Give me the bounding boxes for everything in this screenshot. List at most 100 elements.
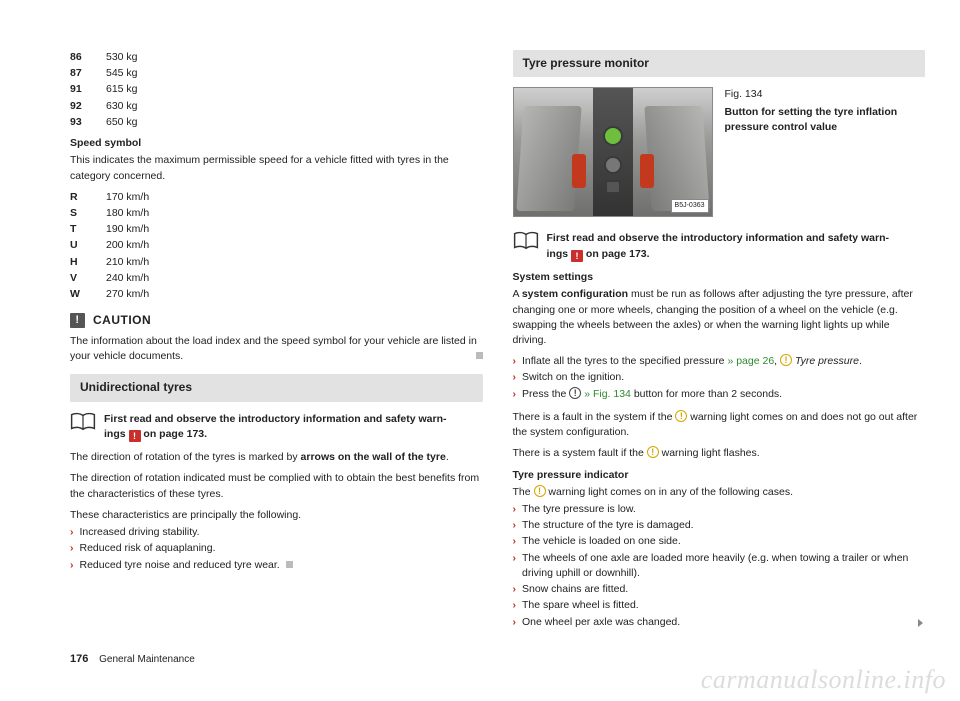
speed-val: 270 km/h — [106, 287, 149, 302]
section-unidirectional-tyres: Unidirectional tyres — [70, 374, 483, 401]
figure-title: Button for setting the tyre inflation pr… — [725, 105, 926, 135]
load-index-key: 86 — [70, 50, 106, 65]
load-index-key: 91 — [70, 82, 106, 97]
center-pillar-shape — [593, 88, 633, 216]
fault-para-2: There is a system fault if the warning l… — [513, 446, 926, 461]
list-item: ›The vehicle is loaded on one side. — [513, 534, 926, 549]
figure-number: Fig. 134 — [725, 87, 926, 102]
tyre-warning-icon — [780, 354, 792, 366]
speed-key: U — [70, 238, 106, 253]
speed-key: W — [70, 287, 106, 302]
speed-row: T190 km/h — [70, 222, 483, 237]
caution-heading: ! CAUTION — [70, 312, 483, 329]
tyre-set-button-shape — [603, 126, 623, 146]
read-first-text: First read and observe the introductory … — [547, 231, 889, 262]
warning-icon: ! — [571, 250, 583, 262]
chevron-icon: › — [513, 534, 517, 549]
page-footer: 176 General Maintenance — [70, 653, 195, 665]
list-item: ›Switch on the ignition. — [513, 370, 926, 385]
list-item: ›One wheel per axle was changed. — [513, 615, 926, 630]
speed-row: R170 km/h — [70, 190, 483, 205]
seatbelt-shape — [640, 154, 654, 188]
caution-label: CAUTION — [93, 312, 151, 329]
load-index-key: 93 — [70, 115, 106, 130]
read-first-block: First read and observe the introductory … — [70, 412, 483, 443]
indicator-para: The warning light comes on in any of the… — [513, 485, 926, 500]
warning-icon: ! — [129, 430, 141, 442]
list-item: ›The tyre pressure is low. — [513, 502, 926, 517]
speed-row: V240 km/h — [70, 271, 483, 286]
read-first-text: First read and observe the introductory … — [104, 412, 446, 443]
chevron-icon: › — [513, 354, 517, 369]
chevron-icon: › — [70, 541, 74, 556]
load-index-val: 545 kg — [106, 66, 138, 81]
speed-key: H — [70, 255, 106, 270]
button-shape — [604, 156, 622, 174]
system-settings-heading: System settings — [513, 270, 926, 285]
tyre-warning-icon — [675, 410, 687, 422]
figure-code: B5J-0363 — [671, 199, 709, 213]
footer-section: General Maintenance — [99, 654, 195, 665]
indicator-bullets: ›The tyre pressure is low. ›The structur… — [513, 502, 926, 630]
list-item: ›Increased driving stability. — [70, 525, 483, 540]
speed-key: S — [70, 206, 106, 221]
list-item: ›Snow chains are fitted. — [513, 582, 926, 597]
speed-val: 190 km/h — [106, 222, 149, 237]
chevron-icon: › — [513, 502, 517, 517]
speed-row: S180 km/h — [70, 206, 483, 221]
seatbelt-shape — [572, 154, 586, 188]
speed-key: R — [70, 190, 106, 205]
list-item: › Inflate all the tyres to the specified… — [513, 354, 926, 369]
load-index-val: 530 kg — [106, 50, 138, 65]
page-number: 176 — [70, 653, 88, 665]
list-item: ›The structure of the tyre is damaged. — [513, 518, 926, 533]
speed-row: H210 km/h — [70, 255, 483, 270]
system-bullets: › Inflate all the tyres to the specified… — [513, 354, 926, 402]
speed-val: 180 km/h — [106, 206, 149, 221]
figure-image: B5J-0363 — [513, 87, 713, 217]
chevron-icon: › — [513, 370, 517, 385]
speed-key: T — [70, 222, 106, 237]
speed-row: U200 km/h — [70, 238, 483, 253]
tyre-warning-icon — [534, 485, 546, 497]
caution-block: ! CAUTION The information about the load… — [70, 312, 483, 364]
book-icon — [513, 231, 539, 251]
speed-val: 210 km/h — [106, 255, 149, 270]
watermark: carmanualsonline.info — [701, 665, 946, 695]
button-shape — [605, 180, 621, 194]
uni-para-1: The direction of rotation of the tyres i… — [70, 450, 483, 465]
load-index-row: 92630 kg — [70, 99, 483, 114]
chevron-icon: › — [513, 518, 517, 533]
tyre-pressure-indicator-heading: Tyre pressure indicator — [513, 468, 926, 483]
seat-right-shape — [644, 106, 709, 211]
list-item: ›The spare wheel is fitted. — [513, 598, 926, 613]
load-index-key: 87 — [70, 66, 106, 81]
speed-symbol-intro: This indicates the maximum permissible s… — [70, 153, 483, 183]
chevron-icon: › — [513, 387, 517, 402]
fault-para-1: There is a fault in the system if the wa… — [513, 410, 926, 440]
speed-symbol-heading: Speed symbol — [70, 136, 483, 151]
speed-val: 170 km/h — [106, 190, 149, 205]
load-index-table: 86530 kg 87545 kg 91615 kg 92630 kg 9365… — [70, 50, 483, 130]
system-settings-para: A system configuration must be run as fo… — [513, 287, 926, 348]
section-end-icon — [286, 561, 293, 568]
load-index-key: 92 — [70, 99, 106, 114]
load-index-val: 630 kg — [106, 99, 138, 114]
load-index-row: 91615 kg — [70, 82, 483, 97]
chevron-icon: › — [70, 525, 74, 540]
figure-caption: Fig. 134 Button for setting the tyre inf… — [725, 87, 926, 135]
set-button-icon — [569, 387, 581, 399]
list-item: ›The wheels of one axle are loaded more … — [513, 551, 926, 581]
uni-para-2: The direction of rotation indicated must… — [70, 471, 483, 501]
continue-arrow-icon — [918, 619, 923, 627]
figure-134: B5J-0363 Fig. 134 Button for setting the… — [513, 87, 926, 217]
speed-val: 200 km/h — [106, 238, 149, 253]
read-first-block: First read and observe the introductory … — [513, 231, 926, 262]
speed-key: V — [70, 271, 106, 286]
page-link[interactable]: » page 26 — [727, 355, 774, 367]
left-column: 86530 kg 87545 kg 91615 kg 92630 kg 9365… — [70, 50, 483, 631]
chevron-icon: › — [513, 615, 517, 630]
load-index-val: 650 kg — [106, 115, 138, 130]
figure-link[interactable]: » Fig. 134 — [581, 388, 631, 400]
chevron-icon: › — [513, 598, 517, 613]
